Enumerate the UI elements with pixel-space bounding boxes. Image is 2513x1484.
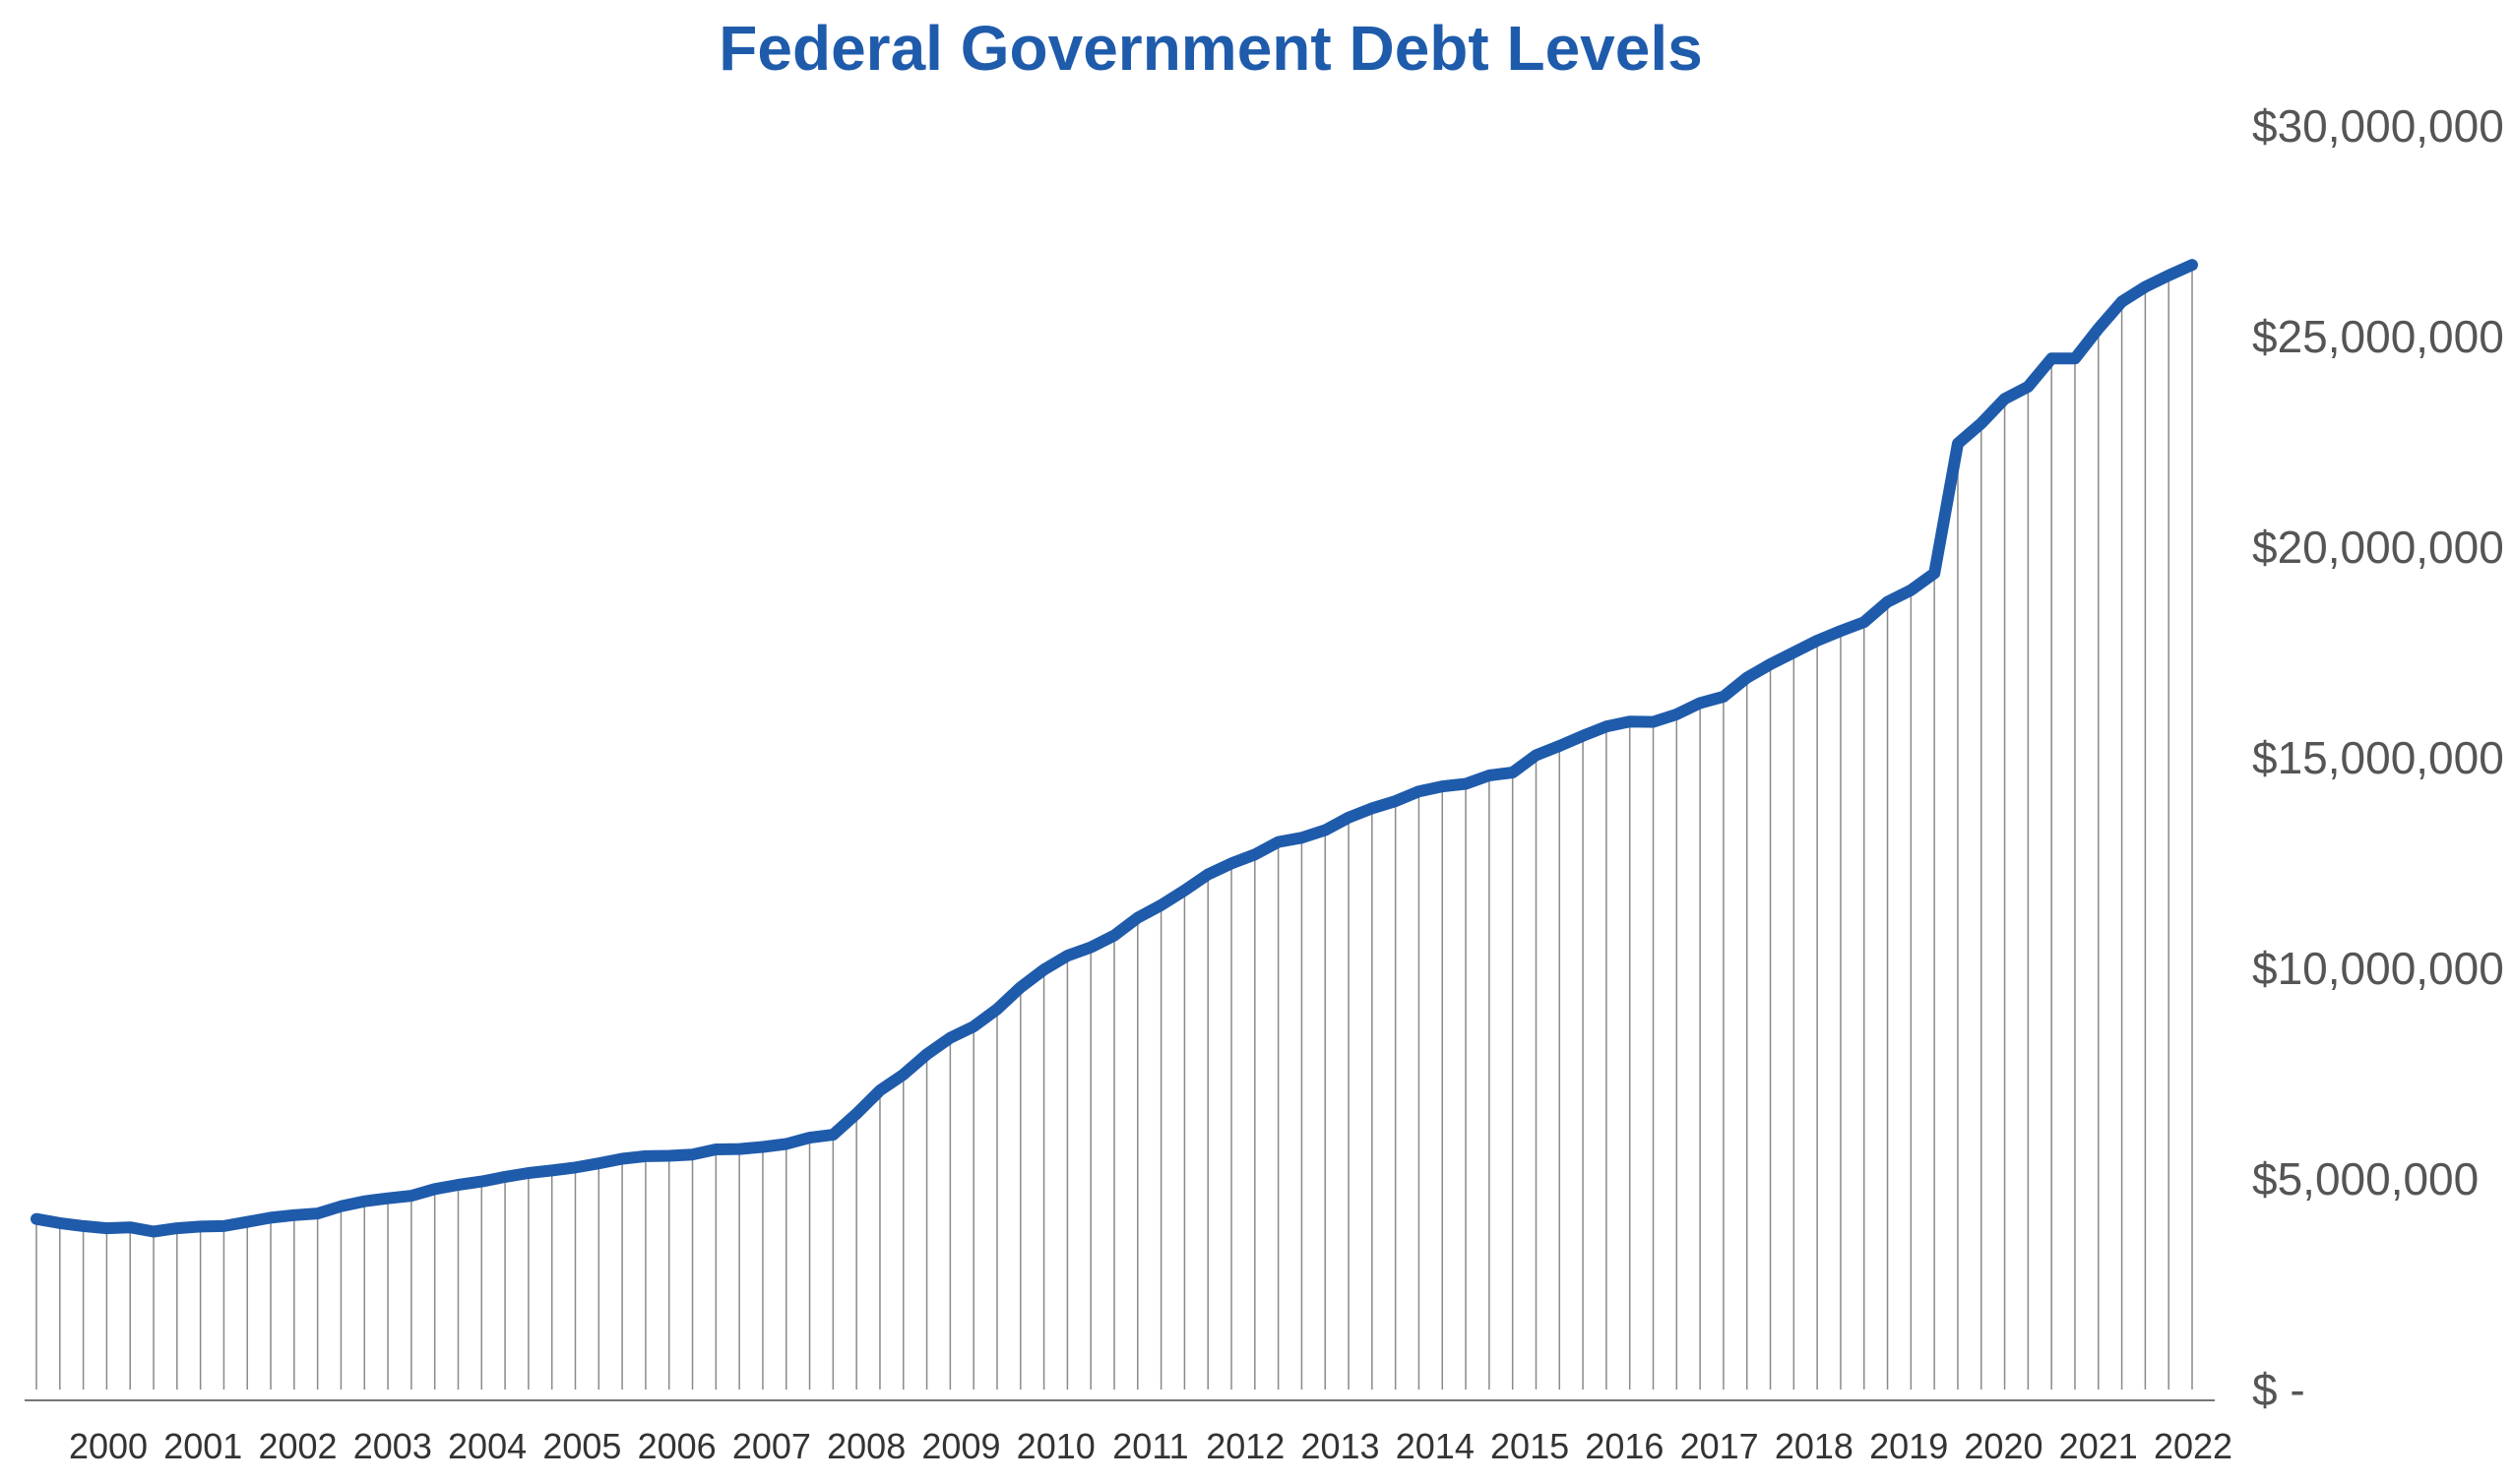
x-tick-label: 2016 [1585,1426,1664,1466]
x-tick-label: 2002 [258,1426,337,1466]
x-tick-label: 2010 [1017,1426,1096,1466]
y-tick-label: $30,000,000 [2252,100,2504,152]
x-tick-label: 2012 [1206,1426,1285,1466]
x-tick-label: 2022 [2154,1426,2232,1466]
x-tick-label: 2021 [2059,1426,2138,1466]
x-tick-label: 2015 [1490,1426,1569,1466]
debt-series-line [31,259,2198,1238]
y-axis-ticks: $ - $5,000,000 $10,000,000 $15,000,000 $20,0… [2252,100,2504,1415]
x-tick-label: 2008 [827,1426,906,1466]
x-tick-label: 2005 [542,1426,621,1466]
y-tick-label: $5,000,000 [2252,1153,2479,1205]
x-tick-label: 2020 [1964,1426,2042,1466]
y-tick-label: $10,000,000 [2252,943,2504,994]
x-tick-label: 2017 [1680,1426,1759,1466]
x-tick-label: 2003 [353,1426,432,1466]
y-tick-label: $ - [2252,1364,2305,1415]
x-tick-label: 2009 [921,1426,1000,1466]
y-tick-label: $15,000,000 [2252,732,2504,783]
x-tick-label: 2006 [638,1426,717,1466]
x-tick-label: 2013 [1300,1426,1379,1466]
x-tick-label: 2011 [1112,1426,1188,1466]
x-tick-label: 2007 [732,1426,811,1466]
x-tick-label: 2004 [448,1426,527,1466]
y-tick-label: $25,000,000 [2252,311,2504,362]
x-tick-label: 2019 [1869,1426,1948,1466]
x-tick-label: 2000 [69,1426,148,1466]
y-tick-label: $20,000,000 [2252,522,2504,573]
chart-title: Federal Government Debt Levels [719,13,1703,84]
x-axis-ticks: 2000 2001 2002 2003 2004 2005 2006 2007 2008 2009… [69,1426,2232,1466]
x-tick-label: 2018 [1775,1426,1853,1466]
x-tick-label: 2001 [163,1426,242,1466]
x-tick-label: 2014 [1396,1426,1475,1466]
drop-lines [35,265,2193,1390]
